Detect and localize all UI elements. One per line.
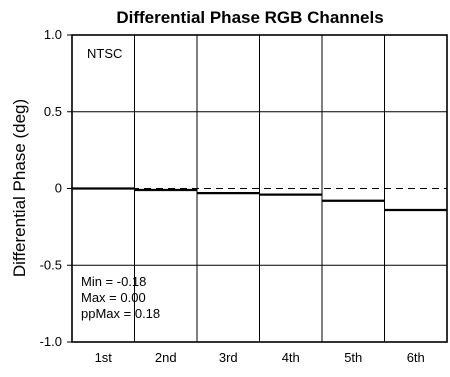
y-tick-label: 0.5 [44,104,62,119]
x-tick-label: 3rd [219,350,238,365]
standard-label: NTSC [87,46,122,61]
series-group [72,187,447,212]
y-axis-label: Differential Phase (deg) [10,99,29,277]
x-tick-label: 5th [344,350,362,365]
min-annotation: Min = -0.18 [81,274,146,289]
y-ticks: 1.0 0.5 0 -0.5 -1.0 [40,27,72,349]
x-ticks: 1st 2nd 3rd 4th 5th 6th [95,350,425,365]
x-tick-label: 1st [95,350,113,365]
y-tick-label: -1.0 [40,334,62,349]
y-tick-label: 0 [55,181,62,196]
y-tick-label: -0.5 [40,257,62,272]
x-tick-label: 2nd [155,350,177,365]
ppmax-annotation: ppMax = 0.18 [81,306,160,321]
y-tick-label: 1.0 [44,27,62,42]
max-annotation: Max = 0.00 [81,290,146,305]
chart-title: Differential Phase RGB Channels [116,8,383,27]
x-tick-label: 6th [407,350,425,365]
x-tick-label: 4th [282,350,300,365]
